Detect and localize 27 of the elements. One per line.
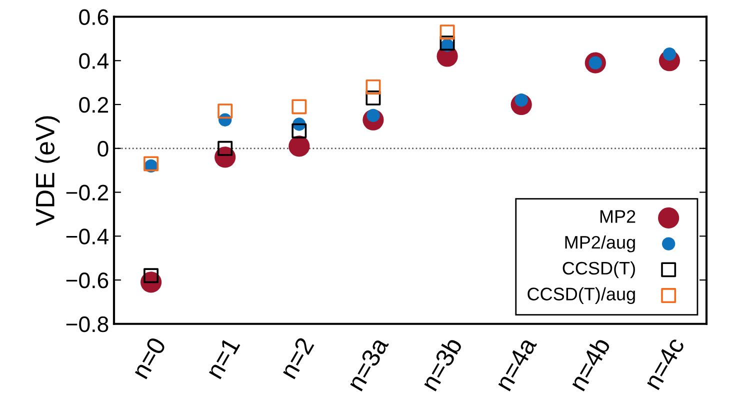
y-tick-label: 0.4	[79, 53, 108, 69]
y-tick-label: 0	[98, 140, 108, 157]
y-tick-label: 0.2	[79, 97, 108, 113]
point	[366, 90, 381, 106]
point	[292, 99, 307, 114]
point	[366, 79, 381, 94]
y-tick-label: −0.6	[66, 272, 108, 288]
y-tick-label: −0.2	[66, 184, 108, 201]
point	[292, 123, 307, 138]
y-tick-label: −0.4	[66, 228, 108, 244]
legend-label: CCSD(T)	[562, 261, 635, 278]
legend-label: MP2	[600, 210, 636, 223]
y-tick-label: 0.6	[79, 9, 108, 26]
point	[218, 140, 233, 156]
point	[440, 24, 455, 40]
x-tick-label: n=1	[206, 336, 240, 380]
x-tick-label: n=2	[279, 336, 314, 380]
point	[440, 36, 455, 51]
x-tick-label: n=0	[131, 336, 166, 380]
y-axis-title: VDE (eV)	[35, 116, 60, 226]
point	[144, 156, 159, 172]
point	[218, 104, 233, 119]
point	[288, 136, 310, 157]
point	[662, 47, 676, 61]
y-tick-label: −0.8	[66, 316, 108, 332]
legend-label: MP2/aug	[565, 235, 635, 252]
legend-label: CCSD(T)/aug	[528, 287, 635, 304]
